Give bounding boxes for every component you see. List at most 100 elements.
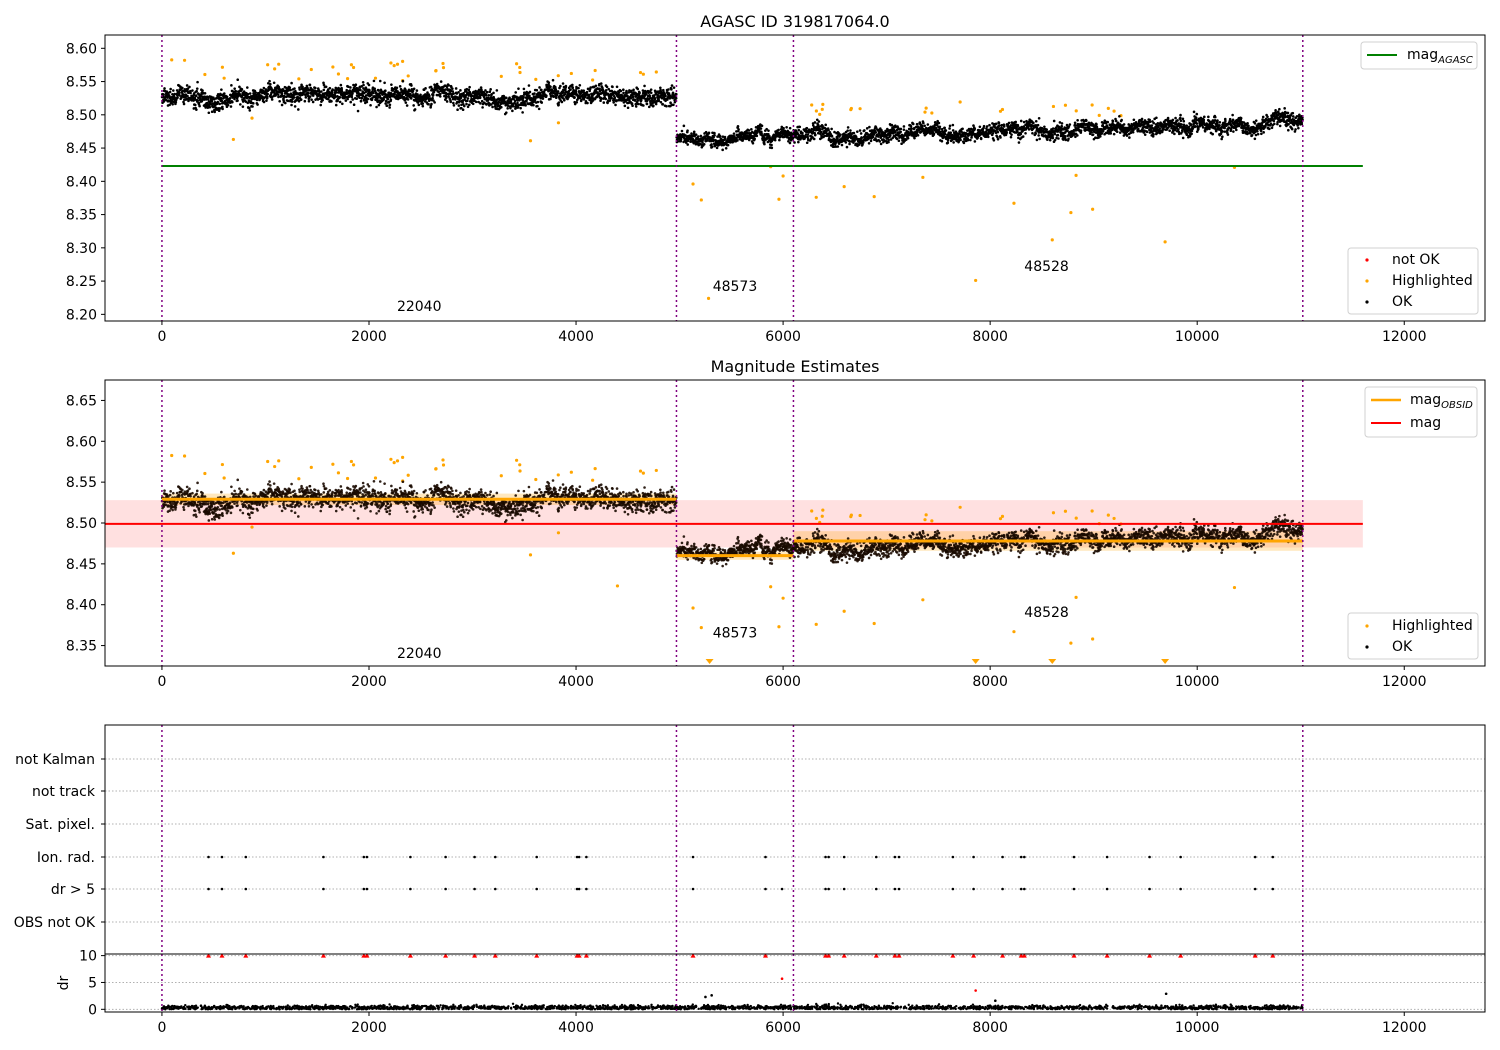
ok-point [1187, 131, 1190, 134]
ok-point [1224, 119, 1227, 123]
ok-point [266, 81, 270, 85]
ok-point [1239, 116, 1243, 120]
ok-point [636, 99, 640, 102]
ok-point [1181, 117, 1185, 121]
ok-point [951, 123, 955, 127]
ok-point [416, 93, 419, 96]
ok-point [1118, 131, 1122, 134]
ok-point [1256, 129, 1259, 133]
ok-point [282, 94, 286, 98]
ok-point [386, 97, 390, 101]
ok-point [248, 92, 252, 95]
ok-point [299, 98, 303, 101]
ok-point [1076, 118, 1079, 122]
ok-point [213, 110, 217, 114]
ok-point [649, 88, 653, 91]
ok-point [589, 86, 592, 89]
ok-point [371, 91, 375, 95]
ok-point [813, 121, 817, 124]
ok-point [976, 136, 980, 139]
ok-point [812, 137, 816, 141]
ok-point [319, 103, 323, 107]
ok-point [412, 87, 416, 91]
ok-point [868, 125, 871, 129]
ok-point [910, 127, 914, 130]
ok-point [923, 124, 926, 128]
ok-point [657, 99, 661, 103]
ok-point [660, 96, 664, 100]
ok-point [278, 99, 281, 103]
ok-point [280, 103, 284, 107]
ok-point [973, 127, 977, 131]
ok-point [1019, 119, 1023, 123]
ok-point [484, 93, 488, 97]
ok-point [272, 81, 276, 85]
ok-point [487, 94, 491, 97]
ok-point [767, 129, 770, 132]
ok-point [511, 109, 514, 113]
ok-point [629, 96, 633, 100]
ok-point [598, 89, 602, 93]
highlighted-point [556, 74, 560, 78]
ok-point [858, 129, 862, 132]
ok-point [1190, 132, 1193, 136]
ok-point [783, 129, 787, 133]
highlighted-point [518, 65, 522, 70]
ok-point [438, 92, 442, 96]
ok-point [186, 89, 189, 92]
ok-point [907, 130, 910, 134]
ok-point [1150, 124, 1154, 127]
ok-point [1207, 115, 1210, 119]
ok-point [716, 135, 719, 138]
ok-point [373, 87, 376, 90]
ok-point [188, 85, 191, 89]
highlighted-point [297, 77, 301, 81]
ok-point [1079, 129, 1083, 132]
ok-point [458, 99, 462, 103]
ok-point [538, 86, 541, 89]
highlighted-point [1097, 113, 1101, 117]
ok-point [452, 92, 455, 95]
ok-point [321, 98, 324, 102]
ok-point [713, 134, 716, 137]
ok-point [874, 126, 878, 129]
ok-point [364, 94, 368, 97]
ok-point [952, 141, 955, 144]
ok-point [686, 143, 690, 146]
ok-point [767, 132, 770, 136]
ok-point [1185, 124, 1189, 127]
ok-point [322, 88, 326, 92]
highlighted-point [556, 121, 561, 125]
ok-point [176, 96, 179, 99]
ok-point [217, 109, 221, 113]
highlighted-point [499, 74, 503, 78]
highlighted-point [1090, 103, 1094, 107]
ok-point [466, 105, 470, 109]
ok-point [361, 80, 365, 84]
ok-point [891, 136, 895, 140]
ok-point [1032, 121, 1035, 125]
ok-point [162, 93, 165, 96]
ok-point [1229, 127, 1233, 131]
ok-point [968, 133, 972, 136]
ok-point [1231, 118, 1235, 122]
ok-point [613, 96, 617, 100]
highlighted-point [814, 195, 818, 199]
ok-point [659, 86, 662, 90]
highlighted-point [250, 116, 254, 120]
ok-point [1173, 132, 1176, 136]
ok-point [163, 87, 166, 90]
ok-point [636, 87, 640, 91]
ok-point [385, 104, 389, 107]
ok-point [513, 94, 516, 98]
highlighted-point [777, 197, 781, 201]
ok-point [591, 99, 595, 102]
ok-point [926, 123, 930, 126]
ok-point [528, 90, 532, 94]
ok-point [1250, 133, 1254, 137]
ok-point [517, 87, 520, 90]
ok-point [324, 85, 328, 89]
ok-point [617, 91, 621, 95]
ok-point [1234, 121, 1237, 125]
ok-point [445, 95, 448, 99]
